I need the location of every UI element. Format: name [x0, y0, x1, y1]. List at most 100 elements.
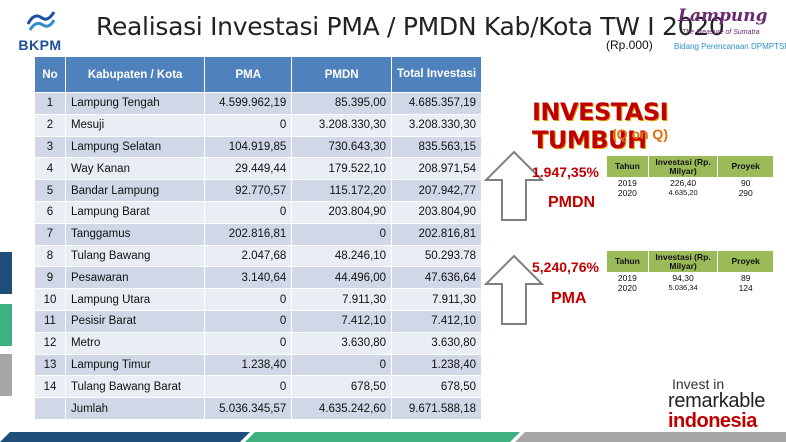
bottom-stripe: [0, 432, 786, 442]
mini-cell-proyek: 124: [738, 283, 753, 293]
cell-no: 1: [34, 92, 66, 115]
cell-pmdn: 7.412,10: [291, 309, 393, 333]
q-on-q-label: (Q on Q): [612, 126, 668, 142]
pmdn-label: PMDN: [548, 194, 596, 211]
table-row: 8 Tulang Bawang 2.047,68 48.246,10 50.293.78: [34, 244, 482, 268]
org-label: Bidang Perencanaan DPMPTSP: [674, 42, 786, 51]
cell-pmdn: 179.522,10: [291, 157, 393, 181]
table-row: 2020 5.036,34 124: [607, 283, 774, 293]
page-title: Realisasi Investasi PMA / PMDN Kab/Kota …: [96, 12, 725, 41]
cell-kabupaten: Metro: [64, 331, 206, 355]
cell-total: 202.816,81: [391, 222, 482, 246]
table-row: Jumlah 5.036.345,57 4.635.242,60 9.671.588,…: [34, 397, 482, 420]
table-row: 9 Pesawaran 3.140,64 44.496,00 47.636,64: [34, 266, 482, 290]
cell-no: 10: [34, 288, 66, 311]
up-arrow-icon: [484, 254, 544, 325]
remarkable-text: remarkable: [668, 390, 766, 412]
table-row: 2019 226,40 90: [607, 178, 774, 189]
cell-total: 47.636,64: [391, 266, 482, 290]
cell-pma: 4.599.962,19: [204, 92, 293, 115]
pma-label: PMA: [551, 290, 587, 307]
cell-pmdn: 3.208.330,30: [291, 113, 393, 137]
cell-no: 6: [34, 200, 66, 224]
indonesia-text: indonesia: [668, 410, 757, 432]
cell-no: 9: [34, 266, 66, 290]
cell-kabupaten: Pesawaran: [64, 266, 206, 290]
table-row: 14 Tulang Bawang Barat 0 678,50 678,50: [34, 375, 482, 399]
decor-bar: [0, 252, 12, 294]
col-header-kabupaten: Kabupaten / Kota: [64, 56, 206, 93]
cell-total: 9.671.588,18: [391, 397, 482, 420]
lampung-logo-text: Lampung: [678, 6, 768, 26]
table-row: 2020 4.635,20 290: [607, 188, 774, 198]
cell-pmdn: 115.172,20: [291, 179, 393, 202]
col-header-no: No: [34, 56, 66, 93]
cell-total: 678,50: [391, 375, 482, 399]
cell-pma: 0: [204, 309, 293, 333]
cell-pmdn: 44.496,00: [291, 266, 393, 290]
col-header-pma: PMA: [204, 56, 293, 93]
cell-pma: 92.770,57: [204, 179, 293, 202]
cell-kabupaten: Lampung Utara: [64, 288, 206, 311]
pmdn-summary-table: Tahun Investasi (Rp. Milyar) Proyek 2019…: [606, 155, 774, 198]
cell-total: 50.293.78: [391, 244, 482, 268]
mini-cell-investasi: 226,40: [670, 178, 697, 188]
mini-header-investasi: Investasi (Rp. Milyar): [647, 155, 719, 178]
cell-no: [34, 397, 66, 420]
unit-label: (Rp.000): [606, 38, 653, 52]
cell-kabupaten: Tulang Bawang Barat: [64, 375, 206, 399]
mini-header-proyek: Proyek: [717, 250, 774, 273]
cell-pma: 0: [204, 288, 293, 311]
table-row: 1 Lampung Tengah 4.599.962,19 85.395,00 4.68…: [34, 92, 482, 115]
investasi-tumbuh-title: INVESTASI TUMBUH: [532, 98, 669, 154]
table-header-row: No Kabupaten / Kota PMA PMDN Total Inves…: [34, 56, 482, 93]
table-row: 11 Pesisir Barat 0 7.412,10 7.412,10: [34, 309, 482, 333]
cell-total: 207.942,77: [391, 179, 482, 202]
mini-cell-tahun: 2019: [617, 273, 637, 283]
table-row: 4 Way Kanan 29.449,44 179.522,10 208.971,54: [34, 157, 482, 181]
cell-pmdn: 48.246,10: [291, 244, 393, 268]
pma-growth-percent: 5,240,76%: [532, 259, 599, 275]
mini-cell-proyek: 90: [740, 178, 751, 188]
cell-pmdn: 678,50: [291, 375, 393, 399]
table-row: 3 Lampung Selatan 104.919,85 730.643,30 835.…: [34, 135, 482, 159]
cell-pma: 202.816,81: [204, 222, 293, 246]
table-row: 13 Lampung Timur 1.238,40 0 1.238,40: [34, 353, 482, 377]
cell-total: 835.563,15: [391, 135, 482, 159]
cell-no: 7: [34, 222, 66, 246]
cell-kabupaten: Mesuji: [64, 113, 206, 137]
cell-no: 8: [34, 244, 66, 268]
cell-pmdn: 7.911,30: [291, 288, 393, 311]
cell-no: 12: [34, 331, 66, 355]
cell-pma: 0: [204, 375, 293, 399]
mini-cell-tahun: 2020: [617, 188, 637, 198]
mini-cell-investasi: 4.635,20: [668, 188, 698, 197]
decor-bar: [0, 354, 12, 396]
cell-no: 11: [34, 309, 66, 333]
cell-kabupaten: Tulang Bawang: [64, 244, 206, 268]
mini-cell-investasi: 5.036,34: [668, 283, 698, 292]
cell-kabupaten: Tanggamus: [64, 222, 206, 246]
cell-no: 2: [34, 113, 66, 137]
cell-pmdn: 4.635.242,60: [291, 397, 393, 420]
mini-cell-proyek: 290: [738, 188, 753, 198]
cell-kabupaten: Bandar Lampung: [64, 179, 206, 202]
cell-kabupaten: Jumlah: [64, 397, 206, 420]
table-row: 2 Mesuji 0 3.208.330,30 3.208.330,30: [34, 113, 482, 137]
mini-header-tahun: Tahun: [606, 250, 649, 273]
lampung-logo: Lampung The Treasure of Sumatra Bidang P…: [668, 4, 786, 56]
table-row: 2019 94,30 89: [607, 273, 774, 284]
col-header-pmdn: PMDN: [291, 56, 393, 93]
lampung-tagline: The Treasure of Sumatra: [682, 29, 760, 36]
mini-header-investasi: Investasi (Rp. Milyar): [647, 250, 719, 273]
bkpm-wave-icon: [26, 11, 56, 31]
cell-pmdn: 3.630,80: [291, 331, 393, 355]
cell-pmdn: 85.395,00: [291, 92, 393, 115]
cell-total: 1.238,40: [391, 353, 482, 377]
cell-no: 5: [34, 179, 66, 202]
cell-total: 4.685.357,19: [391, 92, 482, 115]
cell-kabupaten: Lampung Barat: [64, 200, 206, 224]
mini-cell-investasi: 94,30: [672, 273, 694, 283]
pmdn-growth-percent: 1.947,35%: [532, 164, 599, 180]
cell-kabupaten: Pesisir Barat: [64, 309, 206, 333]
